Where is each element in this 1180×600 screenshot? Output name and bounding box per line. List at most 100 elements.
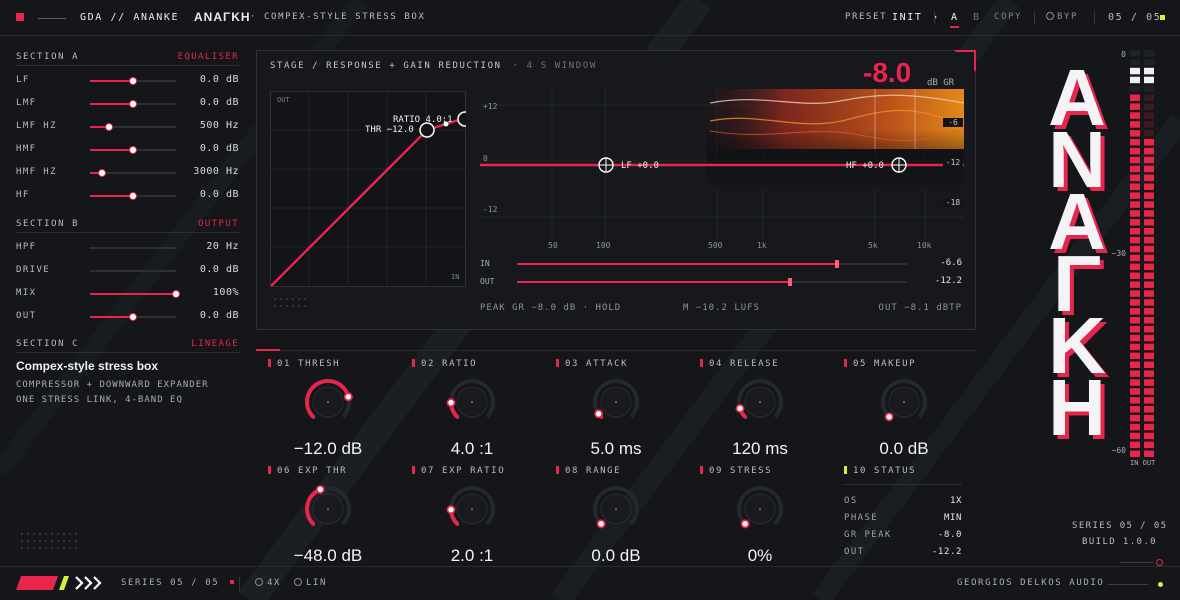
eq-row-slider-thumb[interactable] [104,123,113,131]
knob-handle[interactable] [446,505,456,515]
output-row-slider-thumb[interactable] [129,313,137,321]
knob-value: −12.0 dB [293,439,363,458]
gr-history-line-2 [709,109,964,126]
section-c-title: SECTION C [16,339,80,349]
footer-led-icon [1158,582,1163,587]
eq-row-slider-thumb[interactable] [129,192,137,200]
eq-row-slider[interactable] [90,169,176,177]
transfer-curve-graph[interactable] [270,91,466,287]
knob-dial[interactable] [869,367,939,437]
output-row-slider-fill [90,293,176,295]
output-row-slider[interactable] [90,313,176,321]
hf-node[interactable] [891,157,907,173]
meter-segment [1144,67,1154,75]
eq-row-slider-fill [90,149,133,151]
meter-segment [1130,334,1140,342]
threshold-node[interactable] [419,122,435,138]
output-row-slider[interactable] [90,270,176,272]
logo-letter: Γ [1052,239,1102,328]
eq-row-slider-thumb[interactable] [129,100,137,108]
knob-center-dot [327,401,329,403]
knob-marker-icon [412,359,415,367]
menu-square-icon[interactable] [16,13,24,21]
output-row-slider[interactable] [90,290,180,298]
transfer-out-label: OUT [277,96,290,104]
eq-row-slider[interactable] [90,77,176,85]
threshold-label: THR −12.0 [365,125,414,135]
output-meter-peak [788,278,792,286]
meter-segment [1130,147,1140,155]
meter-segment [1144,263,1154,271]
output-row-slider-fill [90,316,133,318]
knob-dial[interactable] [725,367,795,437]
lufs-readout: M −10.2 LUFS [683,303,761,313]
knob-handle[interactable] [735,403,745,413]
top-bar: GDA // ANANKE ΑΝΑΓΚΗ · COMPEX-STYLE STRE… [0,0,1180,36]
footer-line [1108,584,1148,585]
eq-row-slider-thumb[interactable] [98,169,107,177]
meter-segment [1130,263,1140,271]
knob-dial[interactable] [581,367,651,437]
eq-row-slider[interactable] [90,123,176,131]
knob-handle[interactable] [343,392,353,402]
knob-dial[interactable] [293,367,363,437]
knob-dial[interactable] [293,474,363,544]
oversampling-button[interactable]: 4X [255,578,281,588]
meter-segment [1130,85,1140,93]
meter-segment [1130,130,1140,137]
eq-row-slider-thumb[interactable] [129,146,137,154]
output-meter-fill [517,281,790,283]
knob-handle[interactable] [740,519,750,529]
eq-row-slider[interactable] [90,146,176,154]
knob-handle[interactable] [446,398,456,408]
stage-response-panel: STAGE / RESPONSE + GAIN REDUCTION · 4 S … [256,50,976,330]
meter-segment [1130,281,1140,288]
knob-handle[interactable] [594,409,604,419]
section-c-tag: LINEAGE [191,339,239,349]
copy-button[interactable]: COPY [994,12,1023,22]
knob-handle[interactable] [596,519,606,529]
bypass-button[interactable]: BYP [1046,12,1078,22]
brand-title: GDA // ANANKE [80,12,180,23]
top-separator [1094,11,1095,25]
knob-marker-icon [412,466,415,474]
knob-handle[interactable] [315,484,325,494]
knob-value: 120 ms [732,439,788,458]
knob-track [881,379,927,419]
status-title: 10 STATUS [844,466,916,476]
knob-dial[interactable] [725,474,795,544]
meter-segment [1130,317,1140,324]
output-row-slider[interactable] [90,247,176,249]
knob-center-dot [471,508,473,510]
meter-segment [1144,450,1154,457]
meter-segment [1130,165,1140,173]
eq-row-slider-thumb[interactable] [129,77,137,85]
status-value: -8.0 [937,530,962,540]
status-label: OS [844,496,858,506]
meter-segment [1130,245,1140,253]
lf-node[interactable] [598,157,614,173]
output-row-slider-thumb[interactable] [172,290,180,298]
section-a-title: SECTION A [16,52,80,62]
status-led-icon [1160,15,1165,20]
knob-dial[interactable] [437,367,507,437]
eq-row-label: LMF HZ [16,121,57,131]
ratio-node[interactable] [457,111,466,127]
ab-a-button[interactable]: A [950,12,959,28]
knob-track [593,486,639,526]
knob-value: 5.0 ms [590,439,642,458]
knob-label: 02 RATIO [412,359,477,369]
eq-response-graph[interactable] [480,89,964,259]
meter-segment [1144,130,1154,137]
eq-row-slider[interactable] [90,100,176,108]
linear-phase-button[interactable]: LIN [294,578,327,588]
knob-handle[interactable] [884,412,894,422]
eq-row-slider[interactable] [90,192,176,200]
meter-segment [1130,174,1140,182]
ab-b-button[interactable]: B [973,12,981,23]
preset-selector[interactable]: INIT › [892,12,940,23]
meter-segment [1130,379,1140,386]
eq-row-value: 0.0 dB [199,143,239,154]
knob-dial[interactable] [437,474,507,544]
knob-dial[interactable] [581,474,651,544]
